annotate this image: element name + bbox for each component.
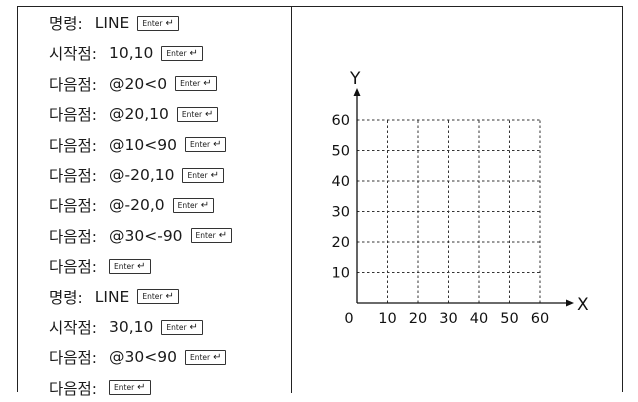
x-tick-label: 10 xyxy=(378,311,396,327)
enter-key-label: Enter xyxy=(180,79,201,89)
command-label: 시작점: xyxy=(49,45,98,64)
y-tick-label: 20 xyxy=(332,235,350,251)
command-line: 다음점: Enter ↵ xyxy=(49,374,151,402)
command-label: 명령: xyxy=(49,288,83,307)
command-line: 다음점: @10<90 Enter ↵ xyxy=(49,131,227,159)
enter-key-label: Enter xyxy=(189,140,211,150)
enter-key-icon: Enter ↵ xyxy=(137,289,179,305)
enter-key-icon: Enter ↵ xyxy=(161,45,203,61)
enter-key-icon: Enter ↵ xyxy=(184,137,227,153)
command-label: 명령: xyxy=(49,15,83,33)
enter-key-label: Enter xyxy=(177,200,198,210)
x-tick-label: 0 xyxy=(344,311,353,327)
return-arrow-icon: ↵ xyxy=(218,230,228,242)
command-value: @-20,0 xyxy=(109,196,165,215)
command-label: 다음점: xyxy=(49,379,98,398)
enter-key-icon: Enter ↵ xyxy=(161,319,203,335)
command-value: @-20,10 xyxy=(109,166,175,184)
command-line: 다음점: @30<-90 Enter ↵ xyxy=(49,222,233,250)
return-arrow-icon: ↵ xyxy=(137,382,146,394)
command-line: 다음점: @-20,0 Enter ↵ xyxy=(49,191,215,219)
command-value: @10<90 xyxy=(109,135,177,154)
x-tick-label: 40 xyxy=(470,311,488,327)
command-line: 다음점: @-20,10 Enter ↵ xyxy=(49,161,225,189)
enter-key-label: Enter xyxy=(142,292,163,302)
y-axis-arrow-icon xyxy=(353,88,361,96)
return-arrow-icon: ↵ xyxy=(213,351,222,363)
enter-key-icon: Enter ↵ xyxy=(184,349,227,365)
command-line: 시작점: 10,10 Enter ↵ xyxy=(49,39,203,67)
enter-key-label: Enter xyxy=(114,261,135,271)
return-arrow-icon: ↵ xyxy=(189,47,198,59)
command-line: 명령: LINE Enter ↵ xyxy=(49,9,179,37)
return-arrow-icon: ↵ xyxy=(205,108,214,120)
y-tick-label: 10 xyxy=(332,266,350,282)
table-frame xyxy=(17,6,623,392)
command-panel: 명령: LINE Enter ↵ 시작점: 10,10 Enter ↵ 다음점: @20<0 Ent… xyxy=(17,6,291,398)
command-label: 다음점: xyxy=(49,258,98,277)
command-label: 다음점: xyxy=(49,227,98,246)
enter-key-label: Enter xyxy=(166,322,187,332)
enter-key-label: Enter xyxy=(142,18,163,28)
enter-key-icon: Enter ↵ xyxy=(176,106,219,122)
command-label: 다음점: xyxy=(49,106,98,125)
command-value: @20<0 xyxy=(109,74,168,93)
command-value: LINE xyxy=(94,14,130,32)
command-line: 시작점: 30,10 Enter ↵ xyxy=(49,313,203,341)
coordinate-grid: X Y 0 10 20 30 40 50 60 10 20 30 40 50 60 xyxy=(332,69,589,327)
command-label: 다음점: xyxy=(49,197,98,216)
graph-panel: X Y 0 10 20 30 40 50 60 10 20 30 40 50 60 xyxy=(292,6,623,393)
y-tick-label: 30 xyxy=(332,205,350,221)
command-line: 다음점: @20<0 Enter ↵ xyxy=(49,70,217,98)
return-arrow-icon: ↵ xyxy=(189,321,198,333)
command-value: LINE xyxy=(94,287,130,306)
enter-key-label: Enter xyxy=(189,352,211,362)
enter-key-icon: Enter ↵ xyxy=(109,380,151,396)
enter-key-label: Enter xyxy=(181,109,203,119)
command-line: 다음점: @30<90 Enter ↵ xyxy=(49,343,227,371)
enter-key-icon: Enter ↵ xyxy=(190,228,233,244)
x-tick-label: 20 xyxy=(409,311,427,327)
return-arrow-icon: ↵ xyxy=(203,78,212,90)
command-label: 다음점: xyxy=(49,75,98,94)
command-label: 다음점: xyxy=(49,349,98,368)
enter-key-icon: Enter ↵ xyxy=(109,258,151,274)
command-value: 30,10 xyxy=(109,318,154,336)
enter-key-label: Enter xyxy=(166,48,187,58)
command-line: 명령: LINE Enter ↵ xyxy=(49,283,179,311)
y-axis-label: Y xyxy=(349,69,361,89)
x-tick-label: 50 xyxy=(500,311,518,327)
enter-key-icon: Enter ↵ xyxy=(175,76,217,92)
command-label: 다음점: xyxy=(49,167,98,185)
x-axis-label: X xyxy=(577,295,589,315)
command-value: @30<90 xyxy=(109,348,177,367)
return-arrow-icon: ↵ xyxy=(213,139,222,151)
y-tick-label: 60 xyxy=(332,113,350,129)
command-value: @30<-90 xyxy=(109,226,183,245)
enter-key-icon: Enter ↵ xyxy=(172,197,215,213)
column-divider xyxy=(291,6,292,393)
return-arrow-icon: ↵ xyxy=(165,17,174,29)
command-line: 다음점: Enter ↵ xyxy=(49,252,151,280)
y-tick-label: 50 xyxy=(332,144,350,160)
command-line: 다음점: @20,10 Enter ↵ xyxy=(49,100,219,128)
enter-key-label: Enter xyxy=(114,383,135,393)
return-arrow-icon: ↵ xyxy=(137,260,146,272)
enter-key-label: Enter xyxy=(187,170,208,180)
return-arrow-icon: ↵ xyxy=(165,291,174,303)
command-label: 시작점: xyxy=(49,319,98,337)
enter-key-icon: Enter ↵ xyxy=(182,167,225,183)
return-arrow-icon: ↵ xyxy=(210,169,220,181)
return-arrow-icon: ↵ xyxy=(200,199,210,211)
enter-key-label: Enter xyxy=(195,231,216,241)
x-tick-label: 60 xyxy=(531,311,549,327)
x-tick-label: 30 xyxy=(439,311,457,327)
command-value: @20,10 xyxy=(109,105,169,124)
command-value: 10,10 xyxy=(109,44,154,63)
enter-key-icon: Enter ↵ xyxy=(137,15,179,31)
y-tick-label: 40 xyxy=(332,174,350,190)
x-axis-arrow-icon xyxy=(566,299,574,307)
command-label: 다음점: xyxy=(49,136,98,155)
